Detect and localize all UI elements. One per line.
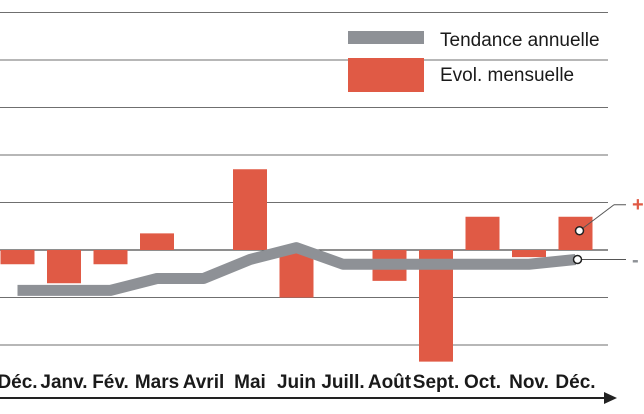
legend: Tendance annuelle Evol. mensuelle: [348, 30, 600, 92]
callout-plus: +: [632, 194, 644, 216]
legend-swatch-trend: [348, 31, 424, 44]
x-tick-label: Août: [368, 372, 412, 393]
callouts: + - (: [632, 194, 644, 272]
bar-10: [465, 216, 500, 250]
bar-3: [140, 233, 174, 250]
marker-dot-line: [572, 254, 583, 265]
x-axis-labels: Déc. Janv. Fév. Mars Avril Mai Juin Juill. Août S…: [0, 372, 596, 393]
bar-2: [93, 250, 128, 265]
trend-line: [17, 242, 577, 296]
x-tick-label: Sept.: [413, 372, 459, 393]
x-tick-label: Avril: [183, 372, 225, 393]
x-tick-label: Déc.: [555, 372, 595, 393]
legend-label-trend: Tendance annuelle: [440, 30, 600, 51]
bar-11: [512, 250, 546, 258]
callout-minus: - (: [632, 250, 644, 272]
x-tick-label: Mars: [135, 372, 179, 393]
bar-1: [47, 250, 81, 284]
bar-6: [279, 250, 314, 298]
x-axis: [0, 392, 617, 404]
x-tick-label: Juin: [277, 372, 316, 393]
x-tick-label: Oct.: [464, 372, 501, 393]
x-tick-label: Janv.: [40, 372, 87, 393]
marker-leader-bar: [579, 204, 615, 232]
grid-lines: [0, 12, 608, 346]
x-tick-label: Fév.: [92, 372, 129, 393]
trend-line-group: [17, 204, 626, 296]
bar-5: [233, 169, 267, 250]
x-tick-label: Juill.: [321, 372, 364, 393]
legend-swatch-monthly: [348, 58, 424, 92]
marker-dot-bar: [574, 226, 585, 236]
legend-label-monthly: Evol. mensuelle: [440, 65, 574, 86]
bar-12: [558, 216, 593, 250]
bar-0: [0, 250, 35, 265]
x-axis-arrow-icon: [604, 392, 617, 404]
x-tick-label: Déc.: [0, 372, 38, 393]
x-tick-label: Nov.: [509, 372, 549, 393]
x-tick-label: Mai: [234, 372, 266, 393]
